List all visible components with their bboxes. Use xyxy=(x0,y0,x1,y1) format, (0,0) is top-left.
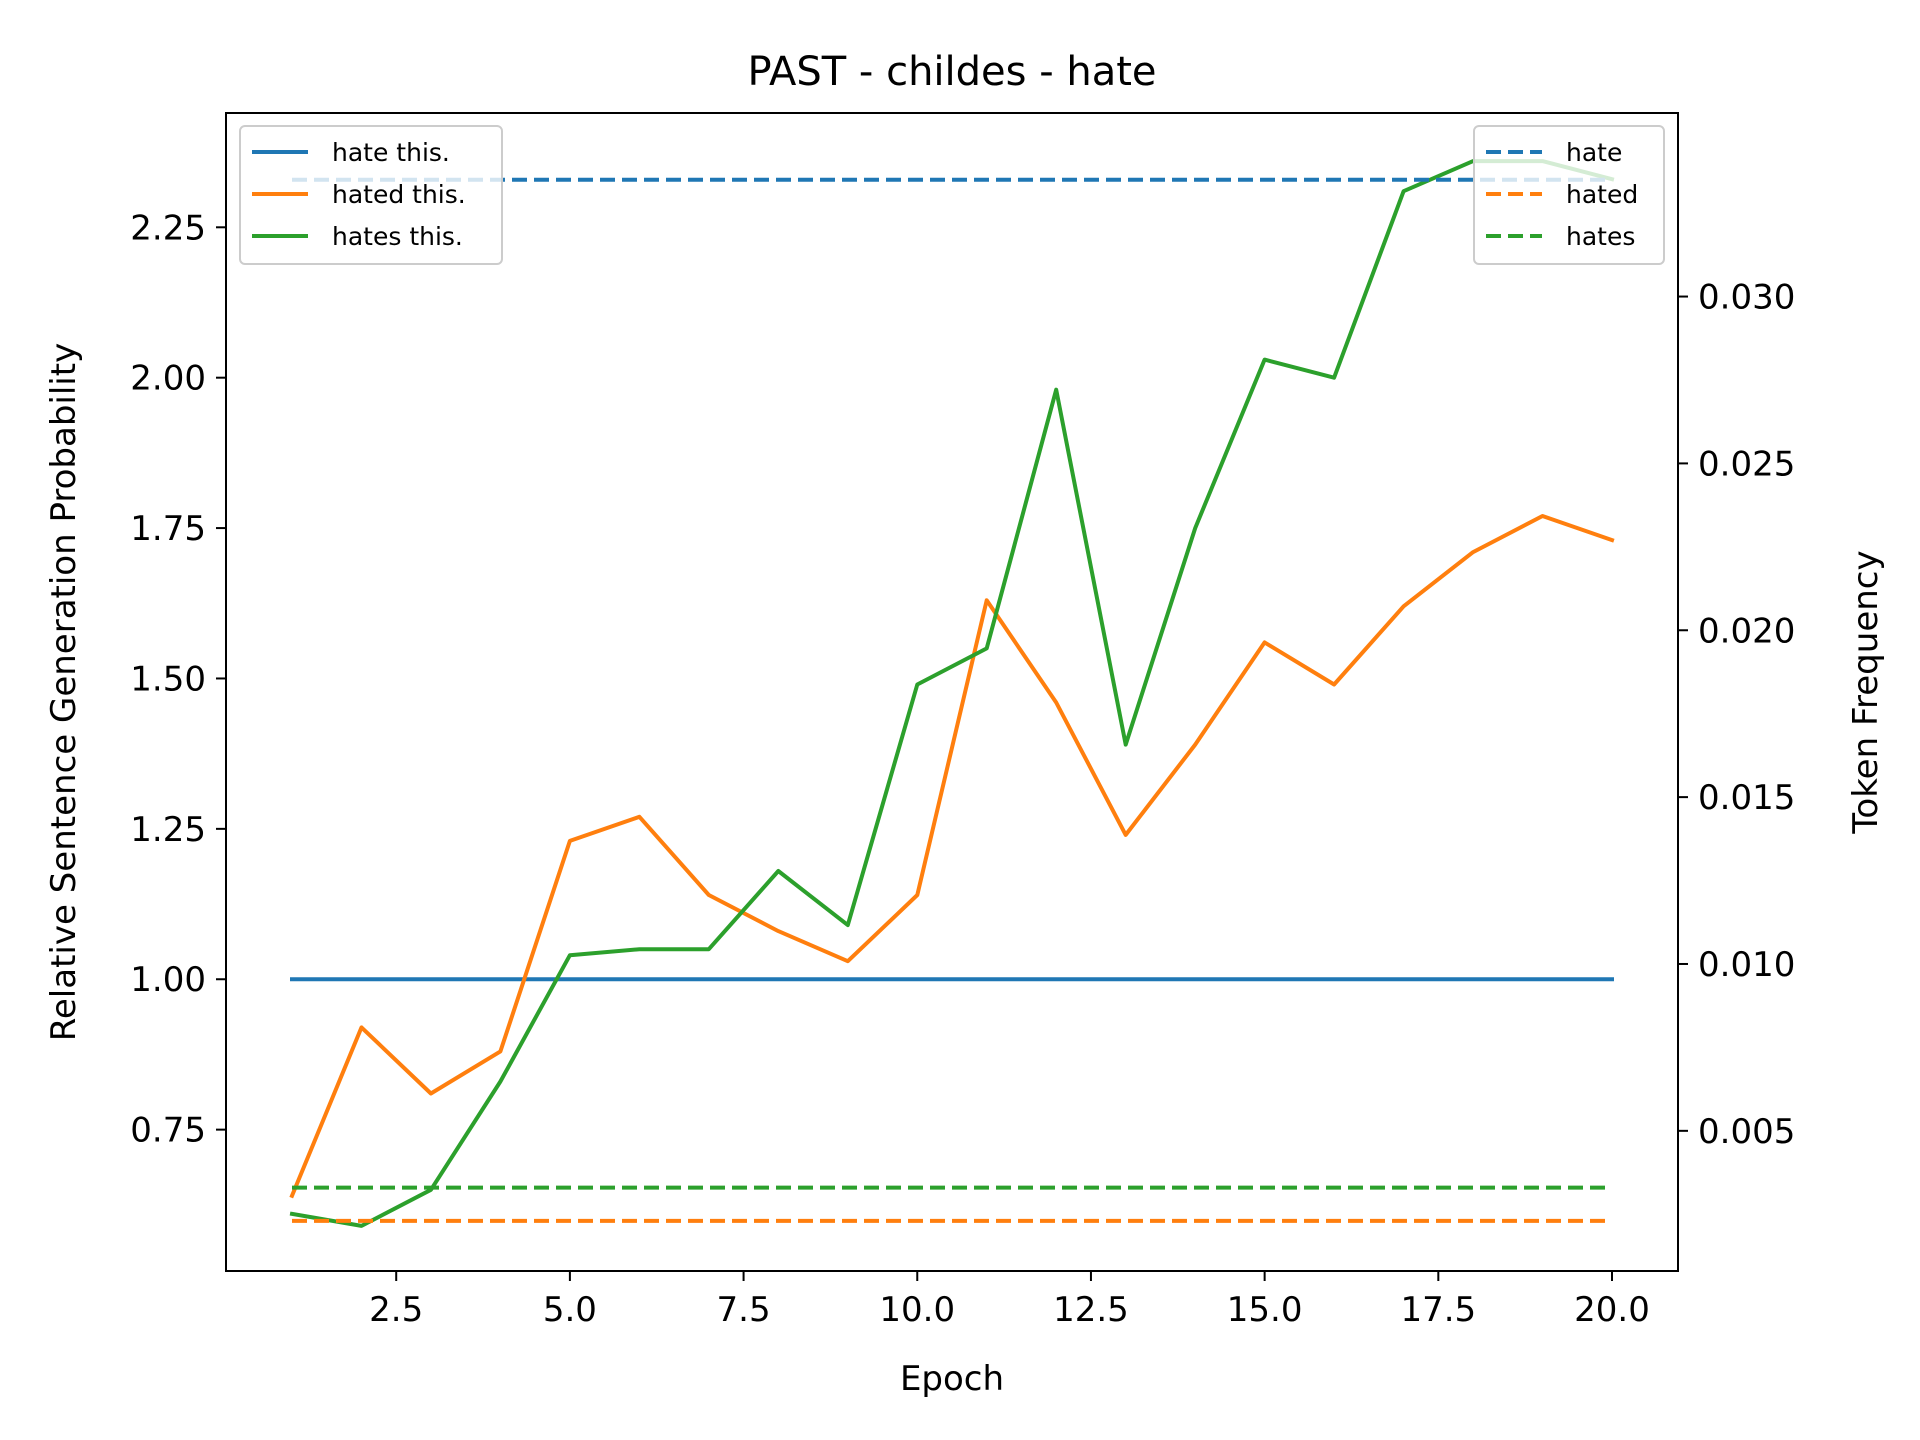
y2-tick-label: 0.020 xyxy=(1698,611,1795,651)
x-tick-label: 17.5 xyxy=(1400,1290,1476,1330)
y-axis-label: Relative Sentence Generation Probability xyxy=(44,343,84,1041)
legend-tokens: hate hated hates xyxy=(1473,125,1665,265)
y2-axis-label: Token Frequency xyxy=(1846,550,1886,834)
legend-label: hated xyxy=(1566,180,1638,209)
x-axis-label: Epoch xyxy=(900,1359,1004,1399)
legend-label: hated this. xyxy=(332,180,466,209)
series-line-hates-this xyxy=(289,159,1615,1228)
legend-box xyxy=(239,125,503,265)
x-tick-label: 2.5 xyxy=(369,1290,423,1330)
y2-tick-label: 0.005 xyxy=(1698,1112,1795,1152)
series-line-hated-this xyxy=(289,514,1615,1199)
y2-tick-label: 0.015 xyxy=(1698,778,1795,818)
y-tick-label: 2.00 xyxy=(130,359,206,399)
legend-sentences: hate this. hated this. hates this. xyxy=(239,125,503,265)
x-tick-label: 5.0 xyxy=(543,1290,597,1330)
y2-tick-label: 0.025 xyxy=(1698,444,1795,484)
y-tick-label: 2.25 xyxy=(130,208,206,248)
x-tick-label: 20.0 xyxy=(1574,1290,1650,1330)
y-tick-label: 1.50 xyxy=(130,659,206,699)
legend-layer: hate this.hated this.hates this.hatehate… xyxy=(239,125,1665,265)
legend-label: hate this. xyxy=(332,138,450,167)
x-tick-label: 15.0 xyxy=(1227,1290,1303,1330)
y-tick-label: 1.25 xyxy=(130,810,206,850)
y-tick-label: 1.00 xyxy=(130,960,206,1000)
legend-label: hates xyxy=(1566,222,1635,251)
x-tick-label: 7.5 xyxy=(717,1290,771,1330)
chart-title: PAST - childes - hate xyxy=(747,49,1156,95)
y2-tick-label: 0.030 xyxy=(1698,278,1795,318)
y2-tick-label: 0.010 xyxy=(1698,945,1795,985)
legend-label: hates this. xyxy=(332,222,463,251)
x-tick-label: 12.5 xyxy=(1053,1290,1129,1330)
axes-layer: 2.5 5.0 7.5 10.0 12.5 15.0 17.5 20.0 0.75 1.00 1.2… xyxy=(130,112,1795,1330)
legend-label: hate xyxy=(1566,138,1622,167)
y-tick-label: 0.75 xyxy=(130,1111,206,1151)
series-layer xyxy=(289,159,1615,1228)
plot-frame xyxy=(225,112,1679,1272)
x-tick-label: 10.0 xyxy=(879,1290,955,1330)
y-tick-label: 1.75 xyxy=(130,509,206,549)
legend-box xyxy=(1473,125,1665,265)
